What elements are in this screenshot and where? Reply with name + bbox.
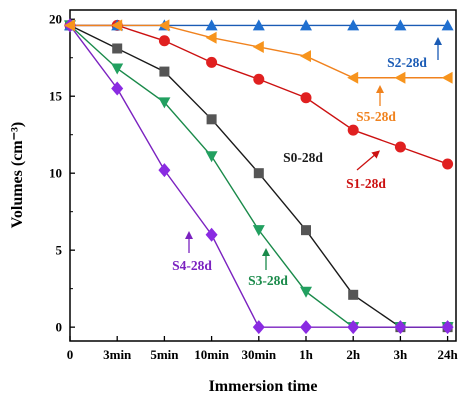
data-point-s4-28d: [441, 320, 454, 335]
series-markers: [64, 18, 454, 335]
annotation-s3: S3-28d: [248, 248, 288, 288]
x-tick-label: 2h: [346, 347, 361, 362]
data-point-s5-28d: [205, 31, 217, 44]
data-point-s1-28d: [253, 73, 265, 85]
x-tick-label: 10min: [194, 347, 229, 362]
data-point-s1-28d: [442, 158, 454, 170]
data-point-s4-28d: [205, 227, 218, 242]
x-tick-label: 1h: [299, 347, 314, 362]
data-point-s5-28d: [441, 71, 453, 84]
data-point-s5-28d: [252, 40, 264, 53]
x-tick-label: 0: [67, 347, 74, 362]
data-point-s2-28d: [441, 19, 454, 31]
data-point-s0-28d: [348, 289, 359, 300]
annotation-label-s2: S2-28d: [387, 55, 427, 70]
data-point-s1-28d: [347, 124, 359, 136]
annotation-label-s4: S4-28d: [172, 258, 212, 273]
data-point-s1-28d: [206, 56, 218, 68]
data-point-s4-28d: [394, 320, 407, 335]
annotation-label-s1: S1-28d: [346, 176, 386, 191]
data-point-s5-28d: [300, 50, 311, 63]
y-axis-title: Volumes (cm⁻³): [9, 122, 26, 228]
data-point-s3-28d: [252, 225, 265, 237]
x-tick-label: 30min: [241, 347, 276, 362]
data-point-s5-28d: [158, 19, 170, 32]
data-point-s1-28d: [394, 141, 406, 153]
data-point-s2-28d: [300, 19, 312, 31]
annotation-label-s0: S0-28d: [283, 150, 323, 165]
data-point-s0-28d: [159, 66, 170, 77]
data-point-s4-28d: [347, 320, 360, 335]
annotation-label-s3: S3-28d: [248, 273, 288, 288]
y-tick-label: 5: [56, 243, 63, 258]
y-tick-label: 15: [49, 89, 63, 104]
annotation-arrow-s1: [356, 150, 381, 171]
data-point-s1-28d: [300, 92, 312, 104]
data-point-s4-28d: [300, 320, 312, 335]
data-point-s1-28d: [158, 35, 170, 47]
data-point-s2-28d: [205, 19, 218, 31]
annotation-s1: S1-28d: [346, 150, 386, 191]
annotation-label-s5: S5-28d: [356, 109, 396, 124]
annotation-s2: S2-28d: [387, 37, 442, 70]
annotation-s5: S5-28d: [356, 85, 396, 124]
data-point-s0-28d: [206, 114, 217, 125]
data-point-s3-28d: [300, 286, 312, 298]
data-point-s0-28d: [112, 43, 123, 54]
data-point-s2-28d: [252, 19, 265, 31]
annotation-s4: S4-28d: [172, 231, 212, 273]
data-point-s5-28d: [64, 19, 75, 32]
data-point-s4-28d: [111, 81, 124, 96]
data-point-s3-28d: [158, 97, 171, 109]
y-tick-label: 0: [56, 320, 63, 335]
data-point-s2-28d: [347, 19, 360, 31]
data-point-s5-28d: [347, 71, 359, 84]
data-point-s2-28d: [394, 19, 407, 31]
data-point-s0-28d: [301, 225, 311, 236]
data-point-s0-28d: [253, 168, 264, 179]
x-tick-label: 5min: [150, 347, 179, 362]
data-point-s4-28d: [158, 163, 171, 178]
x-tick-label: 24h: [437, 347, 458, 362]
y-tick-label: 10: [49, 166, 62, 181]
data-point-s5-28d: [111, 19, 123, 32]
data-point-s3-28d: [111, 63, 124, 75]
data-point-s5-28d: [394, 71, 406, 84]
y-tick-label: 20: [49, 12, 62, 27]
axis-ticks: 0 3min 5min 10min 30min 1h 2h 3h 24h 0 5 10 15 20: [49, 12, 458, 362]
data-point-s3-28d: [205, 151, 218, 163]
x-axis-title: Immersion time: [209, 378, 318, 395]
plot-frame: [69, 9, 457, 342]
annotation-s0: S0-28d: [283, 150, 323, 165]
x-tick-label: 3h: [394, 347, 409, 362]
data-point-s4-28d: [252, 320, 265, 335]
x-tick-label: 3min: [103, 347, 132, 362]
